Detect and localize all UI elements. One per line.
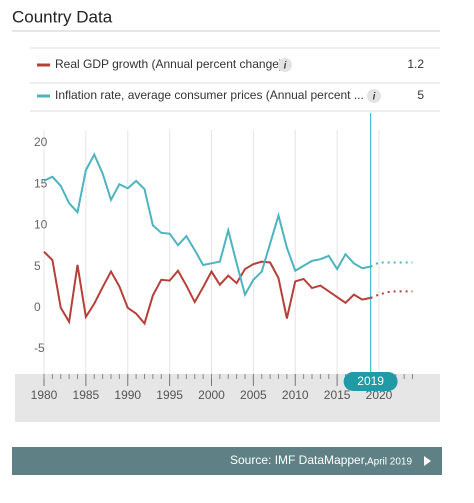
- x-tick-label: 2020: [366, 388, 393, 402]
- y-tick-label: -5: [34, 341, 45, 355]
- x-tick-label: 1995: [156, 388, 183, 402]
- info-i: i: [284, 61, 287, 72]
- y-tick-label: 10: [34, 218, 48, 232]
- projection-line: [370, 261, 413, 268]
- y-tick-label: 5: [34, 259, 41, 273]
- year-pill[interactable]: [343, 372, 398, 391]
- x-tick-label: 2010: [282, 388, 309, 402]
- x-tick-label: 2015: [324, 388, 351, 402]
- x-tick-label: 2000: [198, 388, 225, 402]
- x-tick-label: 2005: [240, 388, 267, 402]
- info-icon[interactable]: [367, 89, 381, 103]
- legend-label: Inflation rate, average consumer prices …: [55, 88, 364, 102]
- widget-title: Country Data: [12, 7, 113, 26]
- x-tick-label: 1985: [73, 388, 100, 402]
- info-icon[interactable]: [278, 58, 292, 72]
- series-line: [43, 251, 371, 326]
- y-tick-label: 15: [34, 176, 48, 190]
- y-tick-label: 0: [34, 300, 41, 314]
- y-tick-label: 20: [34, 135, 48, 149]
- year-pill-label: 2019: [357, 374, 384, 388]
- x-tick-label: 1980: [31, 388, 58, 402]
- legend-value: 1.2: [407, 57, 424, 71]
- series-line: [43, 152, 371, 298]
- projection-line: [370, 290, 413, 299]
- source-arrow: [424, 456, 431, 466]
- source-bar[interactable]: [12, 447, 442, 475]
- legend-value: 5: [417, 88, 424, 102]
- x-tick-label: 1990: [114, 388, 141, 402]
- legend-label: Real GDP growth (Annual percent change): [55, 57, 283, 71]
- source-date: April 2019: [367, 457, 412, 468]
- info-i: i: [373, 92, 376, 103]
- source-text: Source: IMF DataMapper,: [230, 453, 367, 467]
